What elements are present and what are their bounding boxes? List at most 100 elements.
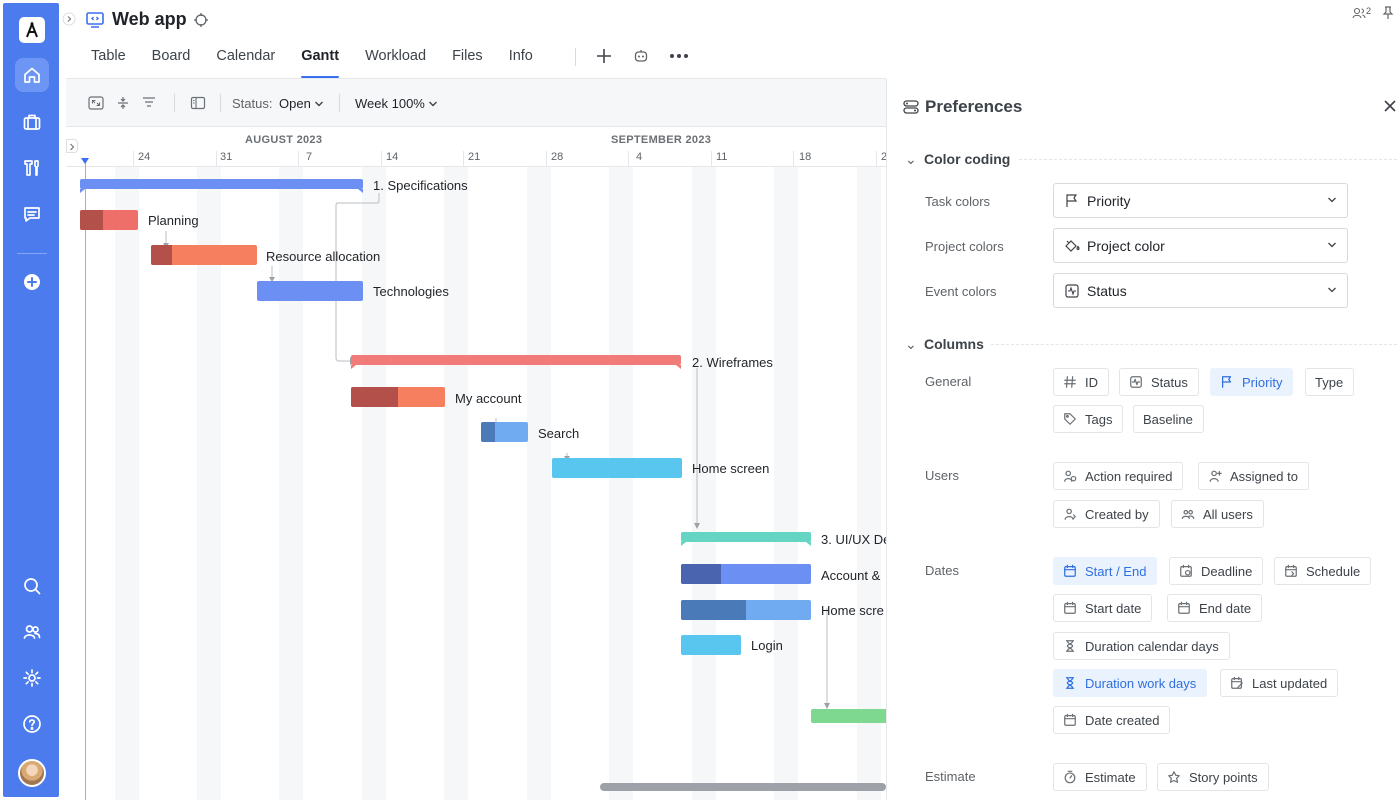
week-label: 21	[468, 151, 481, 163]
help-icon[interactable]	[15, 707, 49, 741]
task-bar[interactable]	[80, 210, 138, 230]
task-bar[interactable]	[351, 387, 445, 407]
task-bar[interactable]	[811, 709, 886, 723]
home-icon[interactable]	[15, 58, 49, 92]
task-label: Resource allocation	[266, 249, 381, 264]
people-icon[interactable]	[15, 615, 49, 649]
timeline-collapse-icon[interactable]	[66, 139, 78, 153]
search-icon[interactable]	[15, 569, 49, 603]
chip-label: Story points	[1189, 769, 1258, 785]
column-chip-tags[interactable]: Tags	[1053, 405, 1124, 433]
workspace-logo[interactable]	[19, 17, 45, 43]
briefcase-icon[interactable]	[15, 105, 49, 139]
task-bar[interactable]	[681, 635, 741, 655]
view-tabs: Table Board Calendar Gantt Workload File…	[78, 40, 546, 78]
tab-gantt[interactable]: Gantt	[288, 40, 352, 78]
status-filter-dropdown[interactable]: Open	[279, 96, 324, 111]
section-color-coding[interactable]: ⌄ Color coding	[905, 151, 1010, 168]
chevron-down-icon	[1328, 242, 1336, 248]
column-chip-id[interactable]: ID	[1053, 368, 1109, 396]
sidebar-expand-icon[interactable]	[62, 10, 76, 28]
watchers-indicator[interactable]: 2	[1352, 6, 1371, 22]
column-chip-last-updated[interactable]: Last updated	[1220, 669, 1339, 697]
column-chip-start-end[interactable]: Start / End	[1053, 557, 1158, 585]
crosshair-icon[interactable]	[193, 12, 209, 28]
column-chip-baseline[interactable]: Baseline	[1133, 405, 1204, 433]
column-chip-start-date[interactable]: Start date	[1053, 594, 1153, 622]
event-colors-select[interactable]: Status	[1053, 273, 1348, 308]
month-label: SEPTEMBER 2023	[611, 134, 712, 146]
preferences-panel: Preferences ⌄ Color coding Task colors Pr…	[886, 79, 1400, 800]
pin-icon[interactable]	[1382, 6, 1394, 20]
settings-icon[interactable]	[15, 661, 49, 695]
section-columns[interactable]: ⌄ Columns	[905, 336, 984, 353]
add-icon[interactable]	[15, 265, 49, 299]
tab-table[interactable]: Table	[91, 48, 126, 64]
select-value: Project color	[1087, 238, 1165, 254]
column-chip-all-users[interactable]: All users	[1171, 500, 1264, 528]
expand-icon[interactable]	[88, 96, 104, 110]
task-bar[interactable]	[681, 600, 811, 620]
tab-files[interactable]: Files	[452, 48, 483, 64]
tab-board[interactable]: Board	[151, 48, 191, 64]
horizontal-scrollbar[interactable]	[600, 783, 886, 791]
user-avatar[interactable]	[18, 759, 46, 787]
task-bar-group[interactable]	[681, 532, 811, 546]
task-label: Search	[538, 426, 580, 441]
chip-label: All users	[1203, 506, 1253, 522]
toolbar-divider	[220, 94, 221, 112]
column-chip-end-date[interactable]: End date	[1167, 594, 1263, 622]
chip-label: Created by	[1085, 506, 1149, 522]
filter-icon[interactable]	[141, 96, 157, 110]
column-chip-deadline[interactable]: Deadline	[1169, 557, 1264, 585]
tab-divider	[575, 48, 576, 66]
tab-workload[interactable]: Workload	[365, 48, 427, 64]
zoom-dropdown[interactable]: Week 100%	[355, 96, 438, 111]
column-chip-type[interactable]: Type	[1305, 368, 1355, 396]
gantt-toolbar: Status: Open Week 100%	[66, 79, 886, 127]
tab-info[interactable]: Info	[508, 48, 533, 64]
column-chip-action-required[interactable]: Action required	[1053, 462, 1184, 490]
chip-label: Schedule	[1306, 563, 1361, 579]
task-bar-group[interactable]	[80, 179, 363, 193]
more-icon[interactable]	[668, 47, 690, 65]
task-label: 1. Specifications	[373, 178, 468, 193]
task-colors-select[interactable]: Priority	[1053, 183, 1348, 218]
column-chip-duration-work-days[interactable]: Duration work days	[1053, 669, 1208, 697]
task-bar[interactable]	[552, 458, 682, 478]
column-chip-assigned-to[interactable]: Assigned to	[1198, 462, 1309, 490]
column-chip-priority[interactable]: Priority	[1210, 368, 1294, 396]
close-icon[interactable]	[1383, 99, 1397, 113]
task-label: Planning	[148, 213, 199, 228]
users-icon	[1181, 509, 1195, 519]
column-chip-estimate[interactable]: Estimate	[1053, 763, 1147, 791]
column-chip-status[interactable]: Status	[1119, 368, 1199, 396]
flag-icon	[1066, 194, 1078, 207]
hourglass-icon	[1065, 640, 1075, 652]
add-view-icon[interactable]	[594, 46, 614, 66]
tools-icon[interactable]	[15, 151, 49, 185]
calendar-icon	[1178, 601, 1190, 614]
tab-calendar[interactable]: Calendar	[216, 48, 276, 64]
automation-icon[interactable]	[633, 48, 649, 64]
column-chip-created-by[interactable]: Created by	[1053, 500, 1160, 528]
chip-label: Action required	[1085, 468, 1173, 484]
column-chip-date-created[interactable]: Date created	[1053, 706, 1171, 734]
task-bar[interactable]	[257, 281, 363, 301]
collapse-rows-icon[interactable]	[115, 96, 131, 110]
column-chip-duration-calendar-days[interactable]: Duration calendar days	[1053, 632, 1230, 660]
task-bar-group[interactable]	[351, 355, 681, 369]
chevron-down-icon	[429, 101, 438, 107]
column-chip-story-points[interactable]: Story points	[1157, 763, 1269, 791]
sidebar-panel-icon[interactable]	[190, 96, 206, 110]
task-bar[interactable]	[481, 422, 528, 442]
task-label: Technologies	[373, 284, 449, 299]
task-bar[interactable]	[151, 245, 257, 265]
status-filter-value: Open	[279, 96, 311, 111]
project-colors-select[interactable]: Project color	[1053, 228, 1348, 263]
gantt-timeline[interactable]: AUGUST 2023 SEPTEMBER 2023 24 31 7 14 21…	[66, 128, 886, 800]
column-chip-schedule[interactable]: Schedule	[1274, 557, 1372, 585]
task-label: Login	[751, 638, 783, 653]
chat-icon[interactable]	[15, 197, 49, 231]
task-bar[interactable]	[681, 564, 811, 584]
